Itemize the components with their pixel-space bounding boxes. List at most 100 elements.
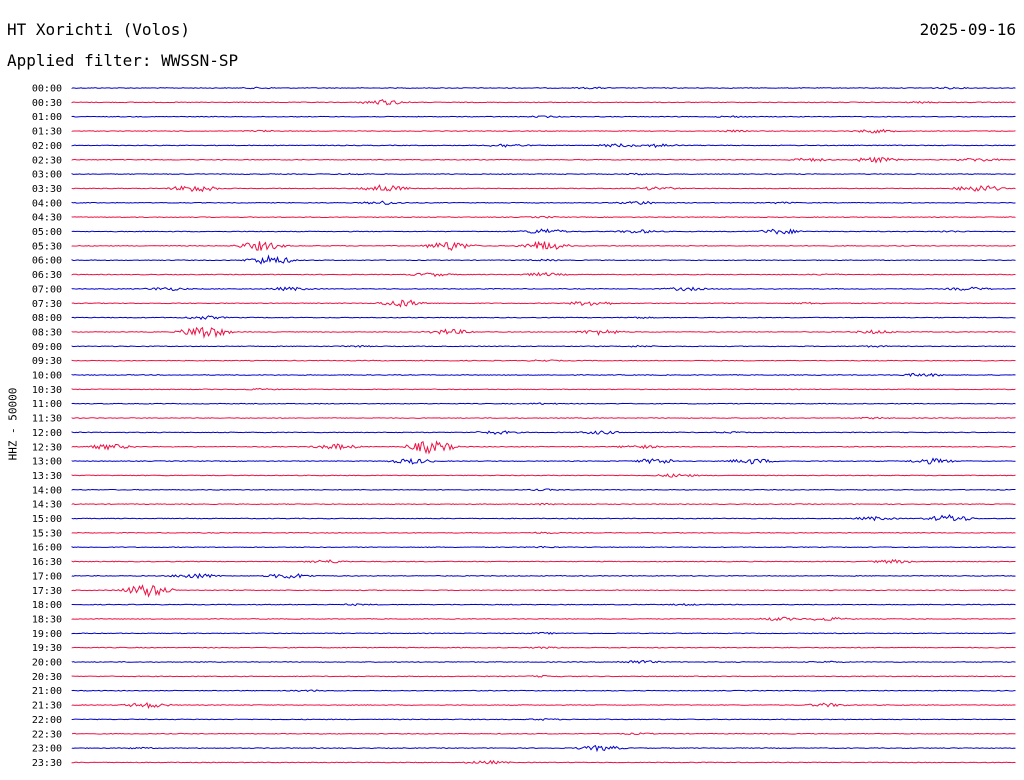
trace-line [71,558,1016,564]
trace-line [71,545,1016,549]
trace-line [71,128,1016,134]
trace-line [71,372,1016,378]
trace-line [71,299,1016,308]
time-label: 16:00 [32,543,62,554]
time-label: 22:30 [32,729,62,740]
trace-line [71,457,1016,465]
trace-line [71,473,1016,478]
trace-line [71,572,1016,580]
trace-line [71,732,1016,736]
time-label: 07:00 [32,284,62,295]
time-label: 06:30 [32,270,62,281]
date-label: 2025-09-16 [919,20,1016,39]
time-label: 03:30 [32,184,62,195]
trace-line [71,531,1016,535]
trace-line [71,513,1016,522]
time-label: 17:30 [32,586,62,597]
time-label: 22:00 [32,715,62,726]
time-label: 09:30 [32,356,62,367]
trace-line [71,616,1016,622]
time-label: 04:00 [32,198,62,209]
time-label: 02:00 [32,141,62,152]
trace-line [71,254,1016,265]
time-label: 18:30 [32,614,62,625]
trace-line [71,603,1016,607]
trace-line [71,674,1016,678]
trace-line [71,359,1016,362]
trace-line [71,744,1016,753]
trace-line [71,240,1016,252]
trace-line [71,326,1016,339]
trace-line [71,228,1016,235]
time-label: 15:30 [32,528,62,539]
time-label: 02:30 [32,155,62,166]
trace-line [71,416,1016,420]
time-label: 16:30 [32,557,62,568]
trace-line [71,584,1016,598]
trace-line [71,184,1016,193]
time-label: 04:30 [32,213,62,224]
time-label: 09:00 [32,342,62,353]
trace-line [71,156,1016,164]
time-label: 06:00 [32,256,62,267]
time-label: 10:30 [32,385,62,396]
trace-line [71,315,1016,321]
trace-line [71,440,1016,455]
trace-line [71,759,1016,765]
time-label: 01:00 [32,112,62,123]
trace-line [71,718,1016,721]
time-label: 21:30 [32,701,62,712]
time-label: 13:30 [32,471,62,482]
time-label: 11:30 [32,414,62,425]
time-label: 13:00 [32,457,62,468]
trace-line [71,286,1016,292]
time-label: 07:30 [32,299,62,310]
time-label: 01:30 [32,127,62,138]
time-label: 00:00 [32,84,62,95]
time-label: 23:30 [32,758,62,769]
time-label: 05:30 [32,241,62,252]
trace-line [71,142,1016,149]
time-label: 19:00 [32,629,62,640]
filter-label: Applied filter: WWSSN-SP [7,51,239,70]
time-label: 05:00 [32,227,62,238]
trace-line [71,99,1016,106]
trace-line [71,344,1016,348]
trace-line [71,402,1016,405]
station-title: HT Xorichti (Volos) [7,20,191,39]
time-label: 15:00 [32,514,62,525]
time-label: 12:00 [32,428,62,439]
time-label: 17:00 [32,571,62,582]
trace-line [71,115,1016,119]
trace-line [71,271,1016,278]
time-label: 12:30 [32,442,62,453]
time-label: 03:00 [32,170,62,181]
time-label: 23:00 [32,744,62,755]
time-label: 14:00 [32,485,62,496]
trace-line [71,689,1016,692]
time-label: 00:30 [32,98,62,109]
trace-line [71,172,1016,176]
time-label: 08:00 [32,313,62,324]
trace-line [71,86,1016,90]
trace-line [71,660,1016,664]
time-label: 19:30 [32,643,62,654]
time-label: 11:00 [32,399,62,410]
trace-line [71,488,1016,492]
time-label: 18:00 [32,600,62,611]
trace-line [71,631,1016,635]
trace-line [71,646,1016,650]
time-label: 21:00 [32,686,62,697]
trace-line [71,387,1016,391]
time-label: 08:30 [32,327,62,338]
time-label: 20:00 [32,658,62,669]
trace-line [71,215,1016,219]
time-label: 10:00 [32,371,62,382]
trace-line [71,430,1016,435]
trace-line [71,502,1016,506]
time-label: 14:30 [32,500,62,511]
time-label: 20:30 [32,672,62,683]
trace-line [71,701,1016,710]
trace-line [71,200,1016,205]
